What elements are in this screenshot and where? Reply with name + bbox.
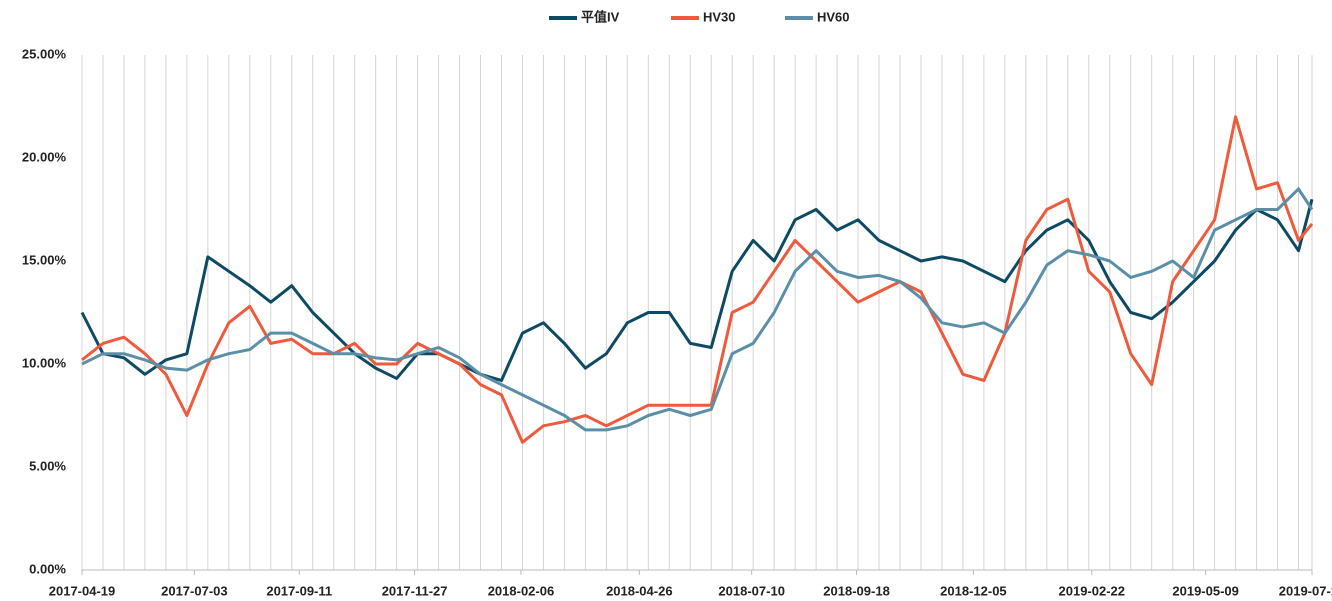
x-tick-label: 2019-07-19 (1279, 583, 1332, 598)
line-series (80, 198, 1314, 382)
x-tick-label: 2018-04-26 (606, 583, 673, 598)
x-tick-label: 2017-09-11 (266, 583, 332, 598)
x-tick-label: 2018-07-10 (718, 583, 785, 598)
legend-label: HV60 (817, 9, 850, 24)
y-tick-label: 25.00% (22, 46, 67, 61)
x-tick-label: 2017-07-03 (161, 583, 228, 598)
line-series (81, 187, 1314, 432)
x-tick-label: 2019-05-09 (1172, 583, 1239, 598)
y-tick-label: 0.00% (29, 561, 66, 576)
y-tick-label: 20.00% (22, 149, 67, 164)
x-tick-label: 2018-09-18 (823, 583, 890, 598)
y-tick-label: 10.00% (22, 355, 67, 370)
line-series (81, 115, 1314, 444)
legend-label: HV30 (703, 9, 736, 24)
x-tick-label: 2018-12-05 (940, 583, 1007, 598)
y-tick-label: 5.00% (29, 458, 66, 473)
y-tick-label: 15.00% (22, 252, 67, 267)
x-tick-label: 2017-11-27 (382, 583, 448, 598)
x-tick-label: 2017-04-19 (49, 583, 116, 598)
x-tick-label: 2018-02-06 (488, 583, 555, 598)
x-tick-label: 2019-02-22 (1059, 583, 1126, 598)
legend-label: 平值IV (581, 9, 620, 24)
